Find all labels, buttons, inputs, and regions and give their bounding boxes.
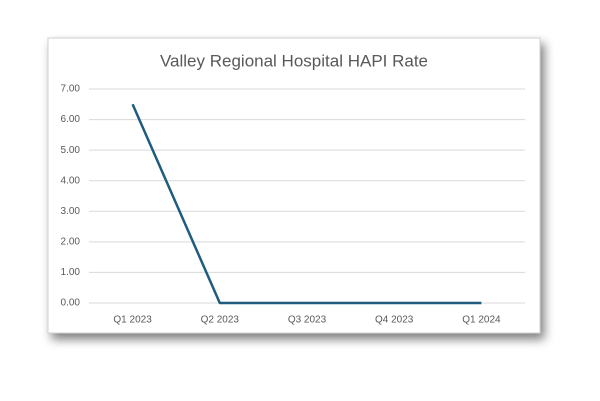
chart-card <box>47 37 541 334</box>
y-tick-label: 5.00 <box>61 145 81 156</box>
x-tick-label: Q1 2023 <box>113 315 152 326</box>
y-tick-label: 1.00 <box>61 267 81 278</box>
line <box>131 103 482 305</box>
y-tick-label: 2.00 <box>61 236 81 247</box>
y-tick-label: 6.00 <box>61 114 81 125</box>
x-tick-label: Q4 2023 <box>375 315 414 326</box>
y-tick-label: 7.00 <box>61 84 81 95</box>
y-tick-label: 4.00 <box>61 175 81 186</box>
y-tick-label: 3.00 <box>61 206 81 217</box>
y-tick-label: 0.00 <box>61 298 81 309</box>
x-tick-label: Q3 2023 <box>288 315 327 326</box>
chart-title: Valley Regional Hospital HAPI Rate <box>160 51 428 70</box>
x-tick-label: Q1 2024 <box>462 315 501 326</box>
x-tick-label: Q2 2023 <box>201 315 240 326</box>
